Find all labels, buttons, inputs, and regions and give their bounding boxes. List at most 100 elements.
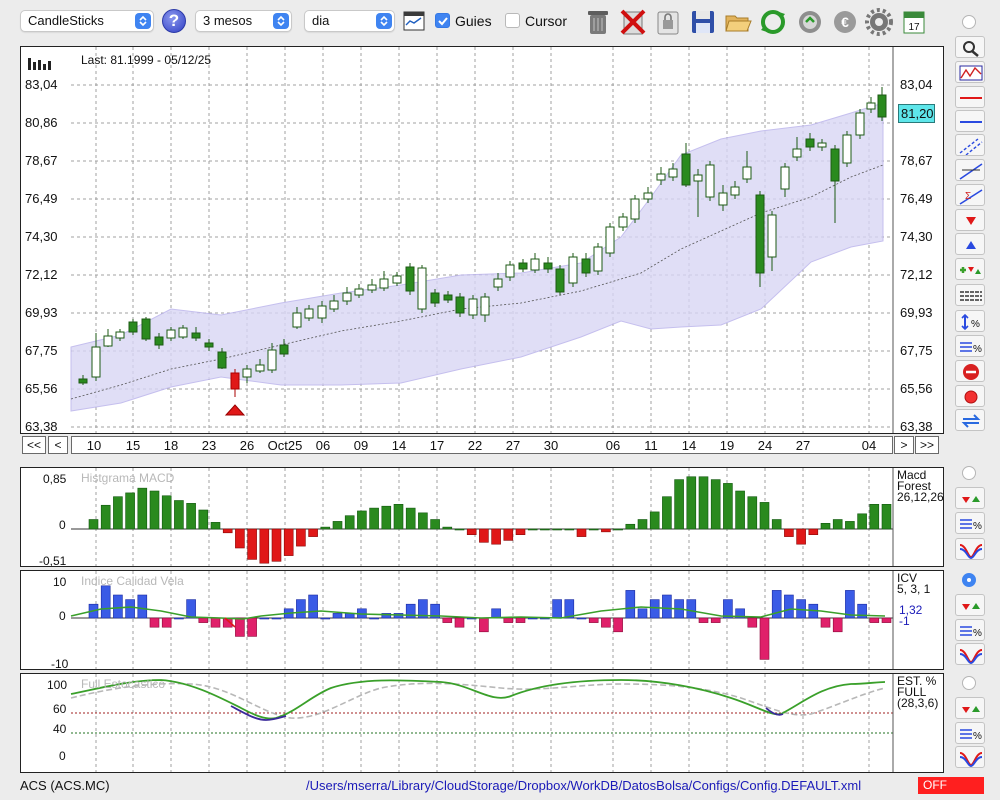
side-tool-horizontal-line-blue-button[interactable] xyxy=(955,110,985,132)
macd-bar xyxy=(845,521,855,530)
icv-bar xyxy=(405,603,416,619)
pane-tool-alert-arrows-button[interactable] xyxy=(955,697,985,719)
candle-body xyxy=(767,214,777,258)
macd-pane[interactable]: Histgrama MACD 0,85 0 -0,51 Macd Forest … xyxy=(20,467,944,567)
macd-bar xyxy=(832,519,843,530)
chart-type-select[interactable]: CandleSticks xyxy=(20,10,154,32)
macd-bar xyxy=(320,526,331,530)
price-chart-pane[interactable]: Last: 81.1999 - 05/12/25 83,04 80,86 78,67… xyxy=(20,46,944,434)
gear-icon[interactable] xyxy=(865,6,893,36)
side-tool-vertical-percent-button[interactable]: % xyxy=(955,310,985,332)
candle-body xyxy=(630,198,640,220)
trendline-icon xyxy=(959,163,983,180)
side-tool-lines-button[interactable] xyxy=(955,284,985,306)
stochastic-oversold-segment xyxy=(230,705,287,721)
pane-tool-fib-percent-button[interactable]: % xyxy=(955,512,985,534)
macd-pane-radio[interactable] xyxy=(962,466,976,480)
horizontal-line-blue-icon xyxy=(960,121,982,123)
side-tool-remove-button[interactable] xyxy=(955,360,985,382)
macd-bar xyxy=(564,528,575,531)
price-label: 65,56 xyxy=(900,381,933,396)
candle-body xyxy=(618,216,628,228)
macd-bar xyxy=(796,528,806,545)
date-tick-label: 14 xyxy=(391,438,407,453)
candle-body xyxy=(805,138,815,148)
currency-icon[interactable]: € xyxy=(831,6,859,36)
icv-bar xyxy=(369,617,379,620)
candle-body xyxy=(530,258,540,271)
icv-bar xyxy=(186,599,196,619)
help-button[interactable]: ? xyxy=(162,9,186,33)
side-tool-arrow-up-button[interactable] xyxy=(955,233,985,255)
period-select[interactable]: 3 mesos xyxy=(195,10,292,32)
candle-body xyxy=(866,102,876,110)
candle-body xyxy=(493,278,503,288)
candle-body xyxy=(543,262,553,270)
icv-pane-radio[interactable] xyxy=(962,573,976,587)
lock-icon[interactable] xyxy=(654,6,682,36)
pane-tool-alert-arrows-button[interactable] xyxy=(955,487,985,509)
side-tool-channel-button[interactable] xyxy=(955,134,985,156)
alert-arrows-icon xyxy=(962,706,980,713)
macd-bar xyxy=(771,519,782,530)
candle-body xyxy=(643,192,653,200)
date-tick-label: 15 xyxy=(125,438,141,453)
candle-body xyxy=(605,226,615,254)
pane-tool-cross-lines-button[interactable] xyxy=(955,538,985,560)
pane-tool-cross-lines-button[interactable] xyxy=(955,643,985,665)
side-tool-sigma-line-button[interactable]: Σ xyxy=(955,184,985,206)
side-tool-horizontal-line-red-button[interactable] xyxy=(955,86,985,108)
trash-icon[interactable] xyxy=(584,6,612,36)
side-tool-trendline-button[interactable] xyxy=(955,159,985,181)
macd-legend-params: 26,12,26 xyxy=(897,490,944,504)
refresh-icon[interactable] xyxy=(759,6,787,36)
candle-body xyxy=(877,94,887,118)
save-icon[interactable] xyxy=(689,6,717,36)
svg-text:%: % xyxy=(973,521,982,532)
side-tool-zoom-button[interactable] xyxy=(955,36,985,58)
calendar-icon[interactable]: 17 xyxy=(900,6,928,36)
macd-bar xyxy=(442,526,453,530)
price-label: 72,12 xyxy=(900,267,933,282)
side-tool-fib-percent-button[interactable]: % xyxy=(955,335,985,357)
pane-tool-fib-percent-button[interactable]: % xyxy=(955,722,985,744)
candle-body xyxy=(718,192,728,206)
macd-bar xyxy=(308,528,318,537)
side-tool-chart-scale-button[interactable] xyxy=(955,61,985,83)
icv-bar xyxy=(637,608,648,619)
macd-bar xyxy=(357,510,367,530)
pane-tool-alert-arrows-button[interactable] xyxy=(955,594,985,616)
pane-tool-cross-lines-button[interactable] xyxy=(955,746,985,768)
first-button[interactable]: << xyxy=(22,436,46,454)
update-icon[interactable] xyxy=(796,6,824,36)
icv-pane[interactable]: Indice Calidad Vela 10 0 -10 ICV 5, 3, 1… xyxy=(20,570,944,670)
side-tool-arrow-down-button[interactable] xyxy=(955,209,985,231)
macd-bar xyxy=(210,522,221,530)
date-tick-label: 27 xyxy=(795,438,811,453)
volume-bars-icon[interactable] xyxy=(27,55,53,71)
open-folder-icon[interactable] xyxy=(724,6,752,36)
guides-checkbox[interactable] xyxy=(435,13,450,28)
main-pane-radio[interactable] xyxy=(962,15,976,29)
icv-bar xyxy=(771,590,782,619)
side-tool-swap-button[interactable] xyxy=(955,409,985,431)
price-label: 69,93 xyxy=(25,305,58,320)
prev-button[interactable]: < xyxy=(48,436,68,454)
last-button[interactable]: >> xyxy=(915,436,939,454)
interval-select[interactable]: dia xyxy=(304,10,395,32)
side-tool-record-button[interactable] xyxy=(955,385,985,407)
stochastic-pane[interactable]: Full Estocastico 100 60 40 0 EST. % FULL… xyxy=(20,673,944,773)
status-off-badge[interactable]: OFF xyxy=(918,777,984,794)
candle-body xyxy=(792,148,802,158)
next-button[interactable]: > xyxy=(894,436,914,454)
macd-title: Histgrama MACD xyxy=(81,471,175,485)
macd-bar xyxy=(527,528,538,531)
table-icon[interactable] xyxy=(403,11,425,31)
stochastic-pane-radio[interactable] xyxy=(962,676,976,690)
side-tool-alert-arrows-button[interactable] xyxy=(955,258,985,280)
channel-icon xyxy=(959,138,983,155)
delete-icon[interactable] xyxy=(619,6,647,36)
date-tick-label: 06 xyxy=(605,438,621,453)
pane-tool-fib-percent-button[interactable]: % xyxy=(955,619,985,641)
cursor-checkbox[interactable] xyxy=(505,13,520,28)
